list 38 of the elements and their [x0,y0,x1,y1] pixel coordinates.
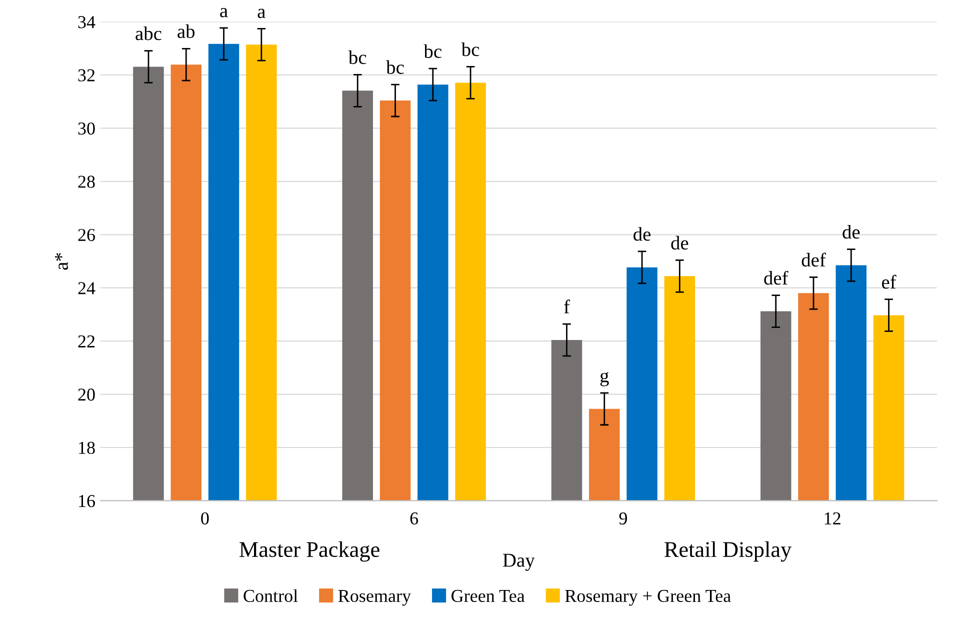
y-tick-label: 22 [78,335,95,348]
legend-label: Rosemary [338,590,411,606]
x-tick-label: 0 [201,512,209,525]
legend-label: Control [244,589,298,602]
y-tick-label: 18 [79,442,95,454]
data-label: ef [882,274,896,289]
y-tick-label: 26 [78,228,95,242]
data-label: f [564,300,570,314]
y-tick-label: 24 [78,282,96,294]
data-label: bc [348,50,366,64]
data-label: def [802,252,826,267]
x-tick-label: 6 [410,512,418,525]
data-label: a [258,8,266,18]
y-axis-title: a* [55,252,68,270]
data-label: de [634,227,651,241]
data-label: abc [136,26,162,40]
data-label: a [220,8,228,18]
data-label: de [671,236,688,250]
data-label: de [842,224,860,239]
y-tick-label: 32 [78,69,95,82]
text: Retail Display [664,541,792,562]
y-tick-label: 28 [78,176,95,188]
legend-label: Rosemary + Green Tea [565,590,731,606]
x-tick-label: 9 [619,512,627,525]
x-axis-title: Day [502,554,535,571]
text: Master Package [239,541,380,562]
data-label: g [600,372,609,386]
x-tick-label: 12 [824,512,840,524]
y-tick-label: 34 [78,16,96,28]
y-tick-label: 20 [78,388,95,401]
data-label: bc [424,44,442,58]
data-label: ab [178,24,195,38]
y-tick-label: 16 [79,495,95,508]
data-label: bc [386,60,404,74]
legend-label: Green Tea [452,590,525,602]
data-label: def [764,270,788,285]
y-tick-label: 30 [78,122,95,135]
data-label: bc [461,42,480,56]
